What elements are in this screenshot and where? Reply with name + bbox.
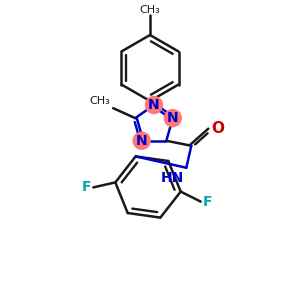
Circle shape (146, 97, 163, 113)
Text: CH₃: CH₃ (140, 5, 160, 15)
Text: F: F (82, 180, 91, 194)
Text: HN: HN (161, 171, 184, 185)
Text: N: N (167, 111, 178, 125)
Text: F: F (203, 195, 212, 208)
Circle shape (164, 110, 181, 127)
Circle shape (133, 132, 150, 149)
Text: O: O (211, 121, 224, 136)
Text: CH₃: CH₃ (89, 96, 110, 106)
Text: N: N (136, 134, 148, 148)
Text: N: N (148, 98, 160, 112)
